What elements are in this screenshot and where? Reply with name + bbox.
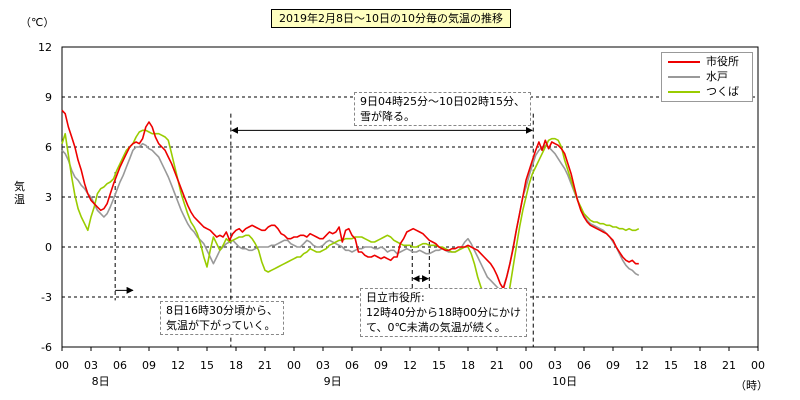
x-tick-label: 15 xyxy=(432,359,446,372)
x-tick-label: 03 xyxy=(316,359,330,372)
y-tick-label: 12 xyxy=(38,41,52,54)
y-tick-label: 9 xyxy=(45,91,52,104)
x-tick-label: 21 xyxy=(258,359,272,372)
x-tick-label: 09 xyxy=(142,359,156,372)
legend-swatch-shiyakusho xyxy=(668,61,700,63)
y-unit-label: （℃） xyxy=(20,16,55,29)
y-axis-label-text: 気温 xyxy=(14,180,28,206)
x-tick-label: 18 xyxy=(229,359,243,372)
y-tick-label: 6 xyxy=(45,141,52,154)
x-tick-label: 09 xyxy=(374,359,388,372)
x-tick-label: 15 xyxy=(200,359,214,372)
x-tick-label: 03 xyxy=(84,359,98,372)
x-tick-label: 00 xyxy=(55,359,69,372)
subzero-annotation-line-2: 12時40分から18時00分にかけ xyxy=(366,306,521,319)
legend-item-tsukuba: つくば xyxy=(662,84,752,100)
day-label: 9日 xyxy=(324,375,342,388)
x-tick-label: 18 xyxy=(693,359,707,372)
temperature-drop-annotation: 8日16時30分頃から、 気温が下がっていく。 xyxy=(160,301,284,335)
x-tick-label: 03 xyxy=(548,359,562,372)
snow-annotation-line-2: 雪が降る。 xyxy=(360,110,415,123)
x-tick-label: 00 xyxy=(287,359,301,372)
x-tick-label: 06 xyxy=(577,359,591,372)
y-axis-label-char: 温 xyxy=(14,193,25,206)
drop-annotation-line-2: 気温が下がっていく。 xyxy=(166,319,276,332)
x-unit-label: （時） xyxy=(735,379,768,392)
x-tick-label: 18 xyxy=(461,359,475,372)
x-tick-label: 12 xyxy=(635,359,649,372)
y-tick-label: -3 xyxy=(41,291,52,304)
legend-swatch-tsukuba xyxy=(668,91,700,93)
legend-label-mito: 水戸 xyxy=(706,70,728,83)
x-tick-label: 06 xyxy=(113,359,127,372)
x-tick-label: 21 xyxy=(490,359,504,372)
x-tick-label: 09 xyxy=(606,359,620,372)
series-lines xyxy=(61,109,640,305)
y-axis-label: 気温 xyxy=(14,180,28,206)
y-axis-label-char: 気 xyxy=(14,180,25,193)
series-line-0 xyxy=(61,109,639,290)
markers xyxy=(114,113,534,347)
snow-period-annotation: 9日04時25分～10日02時15分、 雪が降る。 xyxy=(354,92,531,126)
legend-item-shiyakusho: 市役所 xyxy=(662,54,752,70)
y-tick-label: -6 xyxy=(41,341,52,354)
y-tick-label: 3 xyxy=(45,191,52,204)
day-label: 10日 xyxy=(552,375,577,388)
drop-annotation-line-1: 8日16時30分頃から、 xyxy=(166,304,278,317)
subzero-annotation-line-3: て、0℃未満の気温が続く。 xyxy=(366,321,506,334)
x-tick-label: 21 xyxy=(722,359,736,372)
legend-swatch-mito xyxy=(668,76,700,78)
sub-zero-annotation: 日立市役所: 12時40分から18時00分にかけ て、0℃未満の気温が続く。 xyxy=(360,288,527,337)
snow-annotation-line-1: 9日04時25分～10日02時15分、 xyxy=(360,95,525,108)
x-tick-label: 06 xyxy=(345,359,359,372)
legend-item-mito: 水戸 xyxy=(662,69,752,85)
chart-title: 2019年2月8日～10日の10分毎の気温の推移 xyxy=(271,9,511,28)
y-tick-label: 0 xyxy=(45,241,52,254)
x-tick-label: 15 xyxy=(664,359,678,372)
legend: 市役所 水戸 つくば xyxy=(661,52,753,102)
x-tick-label: 00 xyxy=(519,359,533,372)
x-tick-label: 12 xyxy=(403,359,417,372)
legend-label-shiyakusho: 市役所 xyxy=(706,55,739,68)
x-tick-label: 12 xyxy=(171,359,185,372)
series-line-2 xyxy=(61,129,640,305)
x-tick-label: 00 xyxy=(751,359,765,372)
subzero-annotation-line-1: 日立市役所: xyxy=(366,291,425,304)
legend-label-tsukuba: つくば xyxy=(706,85,739,98)
day-label: 8日 xyxy=(92,375,110,388)
